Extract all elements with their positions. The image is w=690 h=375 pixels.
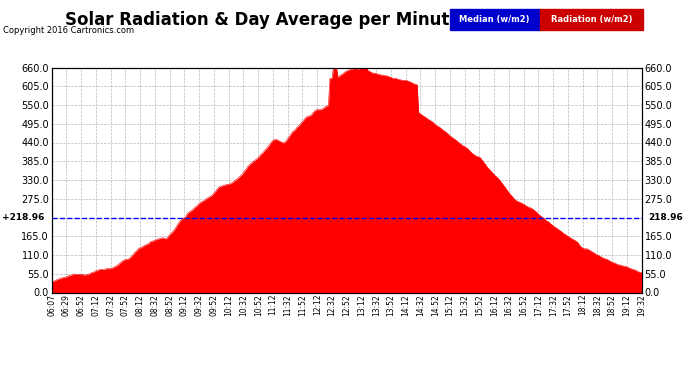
Text: Solar Radiation & Day Average per Minute Tue Apr 26 19:33: Solar Radiation & Day Average per Minute… — [65, 11, 625, 29]
Text: Radiation (w/m2): Radiation (w/m2) — [551, 15, 632, 24]
Text: Copyright 2016 Cartronics.com: Copyright 2016 Cartronics.com — [3, 26, 135, 35]
Text: Median (w/m2): Median (w/m2) — [460, 15, 530, 24]
Text: 218.96: 218.96 — [649, 213, 683, 222]
Text: +218.96: +218.96 — [3, 213, 45, 222]
